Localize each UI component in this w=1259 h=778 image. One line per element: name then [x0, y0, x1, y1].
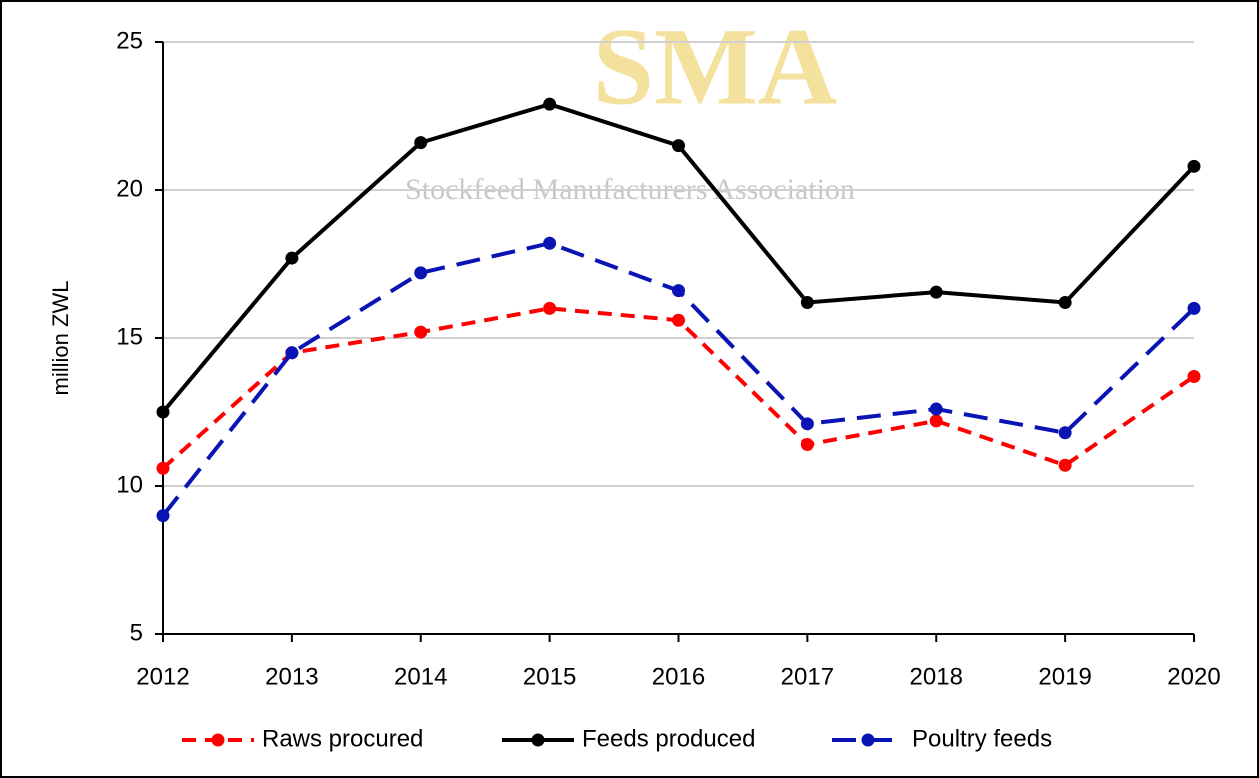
- legend-label: Raws procured: [262, 725, 423, 752]
- x-tick-label: 2016: [652, 663, 705, 690]
- data-point: [414, 326, 427, 339]
- data-point: [157, 406, 170, 419]
- data-point: [930, 286, 943, 299]
- y-axis-label: million ZWL: [48, 281, 73, 396]
- y-tick-label: 20: [116, 175, 143, 202]
- data-point: [414, 136, 427, 149]
- legend-label: Feeds produced: [582, 725, 755, 752]
- data-point: [672, 314, 685, 327]
- data-point: [1188, 160, 1201, 173]
- legend-marker: [532, 734, 545, 747]
- data-point: [543, 98, 556, 111]
- y-tick-label: 5: [130, 619, 143, 646]
- x-tick-label: 2014: [394, 663, 447, 690]
- data-point: [1059, 459, 1072, 472]
- data-point: [672, 284, 685, 297]
- data-point: [801, 417, 814, 430]
- data-point: [1188, 370, 1201, 383]
- data-point: [157, 462, 170, 475]
- legend-marker: [212, 734, 225, 747]
- x-tick-label: 2012: [136, 663, 189, 690]
- data-point: [930, 414, 943, 427]
- data-point: [1059, 296, 1072, 309]
- data-point: [543, 302, 556, 315]
- x-tick-label: 2015: [523, 663, 576, 690]
- x-tick-label: 2018: [910, 663, 963, 690]
- data-point: [285, 346, 298, 359]
- data-point: [1188, 302, 1201, 315]
- data-point: [157, 509, 170, 522]
- data-point: [414, 266, 427, 279]
- legend-marker: [862, 734, 875, 747]
- y-tick-label: 15: [116, 323, 143, 350]
- data-point: [1059, 426, 1072, 439]
- data-point: [801, 438, 814, 451]
- legend-label: Poultry feeds: [912, 725, 1052, 752]
- chart: SMA Stockfeed Manufacturers Association …: [0, 0, 1259, 778]
- data-point: [543, 237, 556, 250]
- x-tick-label: 2020: [1167, 663, 1220, 690]
- data-point: [801, 296, 814, 309]
- watermark-title: SMA: [593, 5, 837, 127]
- data-point: [930, 403, 943, 416]
- x-tick-label: 2013: [265, 663, 318, 690]
- x-tick-label: 2017: [781, 663, 834, 690]
- data-point: [285, 252, 298, 265]
- x-tick-label: 2019: [1038, 663, 1091, 690]
- page: SMA Stockfeed Manufacturers Association …: [0, 0, 1259, 778]
- y-tick-label: 10: [116, 471, 143, 498]
- y-tick-label: 25: [116, 27, 143, 54]
- data-point: [672, 139, 685, 152]
